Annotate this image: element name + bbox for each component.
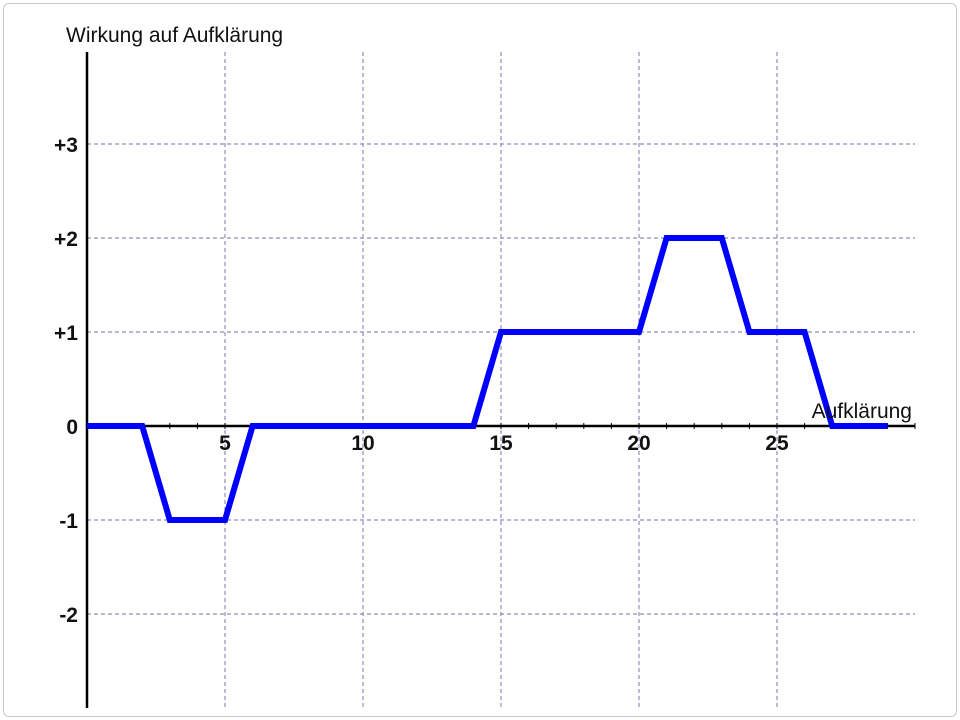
x-axis-title: Aufklärung (812, 400, 912, 423)
y-axis-title: Wirkung auf Aufklärung (66, 24, 283, 47)
y-tick-label-1: +1 (54, 322, 78, 345)
series-line-0 (87, 235, 888, 523)
series-lines (87, 235, 888, 523)
grid-lines (87, 52, 915, 708)
x-tick-label-5: 5 (219, 432, 231, 455)
y-tick-label-2: +2 (54, 228, 78, 251)
x-tick-label-20: 20 (627, 432, 650, 455)
y-tick-label-0: 0 (66, 416, 78, 439)
y-tick-label-3: +3 (54, 134, 78, 157)
x-tick-label-10: 10 (351, 432, 374, 455)
x-tick-label-15: 15 (489, 432, 513, 455)
chart-frame (3, 3, 957, 717)
y-tick-label-neg2: -2 (59, 604, 78, 627)
y-tick-label-neg1: -1 (59, 510, 78, 533)
tick-labels: 5 10 15 20 25 +3 +2 +1 0 -1 -2 (54, 134, 789, 627)
x-tick-label-25: 25 (765, 432, 789, 455)
